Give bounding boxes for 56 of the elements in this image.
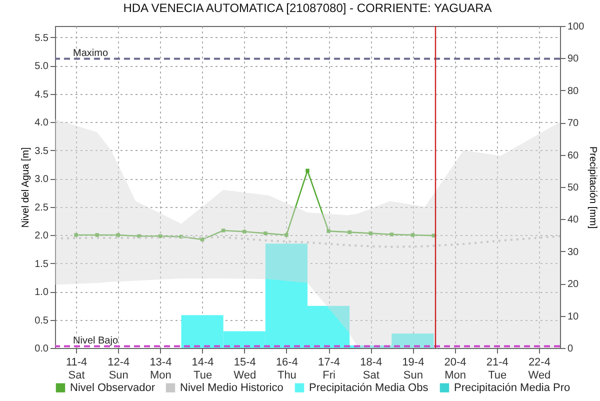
y2-tick-label: 10 <box>568 311 580 322</box>
x-tick-label: 14-4 Tue <box>192 356 214 382</box>
legend-label: Precipitación Media Pro <box>454 382 570 394</box>
y2-tick-label: 30 <box>568 246 580 258</box>
y-tick-label: 4.5 <box>34 89 49 100</box>
x-tick-label: 18-4 Sat <box>360 356 382 382</box>
y-tick-label: 0.0 <box>34 344 49 354</box>
point <box>390 232 394 236</box>
y-tick-label: 1.0 <box>34 287 49 298</box>
y2-tick-label: 100 <box>568 22 585 32</box>
y-tick-label: 3.0 <box>34 174 49 186</box>
y2-tick-label: 40 <box>568 214 580 226</box>
x-tick-label: 16-4 Thu <box>276 356 298 382</box>
y2-tick-label: 20 <box>568 279 580 290</box>
point <box>95 233 99 237</box>
y-axis-title: Nivel del Agua [m] <box>20 146 32 228</box>
y2-tick-label: 70 <box>568 118 580 130</box>
x-tick-label: 12-4 Sun <box>108 356 130 382</box>
y-tick-label: 2.0 <box>34 230 49 242</box>
x-tick-label: 21-4 Tue <box>486 356 508 382</box>
point <box>284 233 288 237</box>
legend-label: Precipitación Media Obs <box>309 382 429 394</box>
legend-label: Nivel Medio Historico <box>180 382 284 394</box>
y-tick-label: 5.5 <box>34 32 49 44</box>
point <box>326 229 330 233</box>
y2-tick-label: 90 <box>568 54 580 65</box>
point <box>264 231 268 236</box>
y-tick-label: 1.5 <box>34 258 49 270</box>
point <box>74 233 78 237</box>
ref-line-label: Nivel Bajo <box>73 335 118 346</box>
x-tick-label: 17-4 Fri <box>318 356 340 382</box>
y-tick-label: 3.5 <box>34 146 49 157</box>
x-tick-label: 20-4 Mon <box>444 356 466 382</box>
point <box>306 168 310 172</box>
y2-tick-label: 0 <box>568 344 574 354</box>
ref-line-label: Maximo <box>73 48 108 59</box>
point <box>200 238 204 242</box>
point <box>348 230 352 234</box>
point <box>410 233 415 237</box>
x-tick-label: 19-4 Sun <box>402 356 424 382</box>
x-tick-label: 11-4 Sat <box>66 356 88 382</box>
x-tick-label: 15-4 Wed <box>234 356 256 382</box>
x-tick-label: 13-4 Mon <box>150 356 172 382</box>
y2-tick-label: 50 <box>568 182 580 194</box>
chart-title: HDA VENECIA AUTOMATICA [21087080] - CORRIENTE: YAGUARA <box>123 1 492 15</box>
y2-axis-title: Precipitación [mm] <box>587 146 598 229</box>
y-tick-label: 5.0 <box>34 61 49 72</box>
point <box>221 228 226 232</box>
y2-tick-label: 80 <box>568 86 580 97</box>
y-tick-label: 2.5 <box>34 202 49 214</box>
legend-label: Nivel Observador <box>70 382 156 394</box>
y2-tick-label: 60 <box>568 150 580 162</box>
y-tick-label: 4.0 <box>34 118 49 129</box>
y-tick-label: 0.5 <box>34 315 49 326</box>
point <box>116 233 120 237</box>
x-tick-label: 22-4 Wed <box>528 356 551 382</box>
